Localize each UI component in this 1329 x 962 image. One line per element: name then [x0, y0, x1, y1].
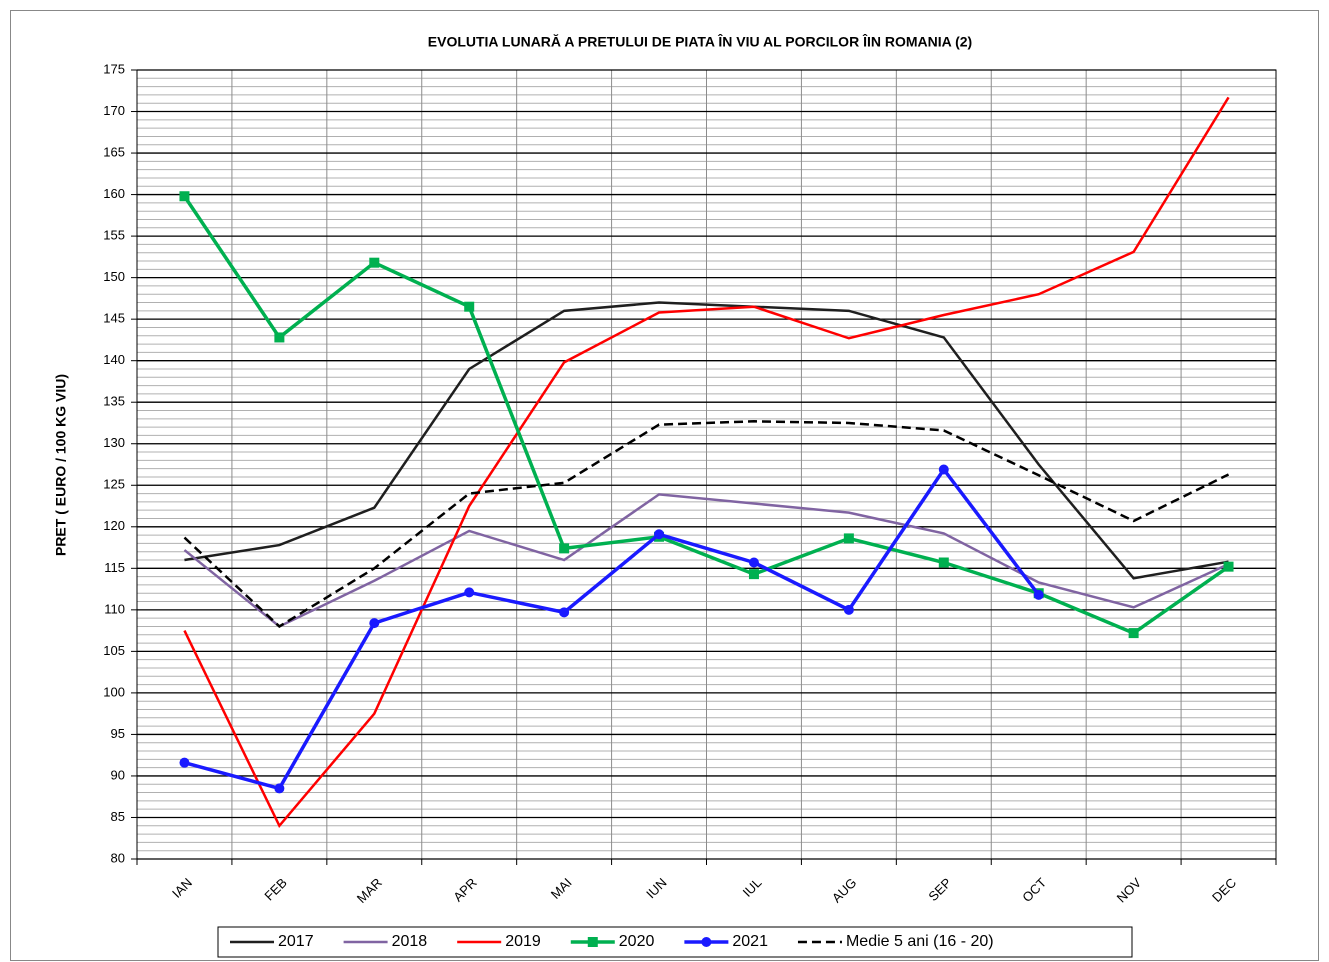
marker	[1033, 589, 1044, 600]
marker	[843, 533, 854, 544]
y-tick-label: 85	[111, 809, 125, 824]
marker	[938, 557, 949, 568]
y-tick-label: 115	[104, 560, 125, 575]
legend-marker	[587, 937, 598, 947]
series-line	[183, 195, 1230, 636]
y-tick-label: 175	[103, 61, 125, 76]
legend-marker	[701, 937, 712, 947]
y-tick-label: 90	[111, 767, 125, 782]
marker	[369, 257, 380, 268]
marker	[559, 543, 570, 554]
y-tick-label: 145	[103, 311, 125, 326]
marker	[274, 332, 285, 343]
series-line	[183, 493, 1230, 628]
y-axis-label: PRET ( EURO / 100 KG VIU)	[53, 374, 69, 556]
marker	[938, 464, 949, 475]
y-tick-label: 150	[103, 269, 125, 284]
y-tick-label: 140	[103, 352, 125, 367]
legend-label: 2018	[392, 933, 428, 950]
marker	[559, 607, 570, 618]
y-tick-label: 105	[103, 643, 125, 658]
y-tick-label: 125	[103, 477, 125, 492]
y-tick-label: 120	[103, 518, 125, 533]
legend-label: 2019	[505, 933, 541, 950]
legend-label: Medie 5 ani (16 - 20)	[846, 933, 994, 950]
y-tick-label: 135	[103, 394, 125, 409]
marker	[179, 191, 190, 202]
y-tick-label: 160	[103, 186, 125, 201]
marker	[843, 604, 854, 615]
legend-label: 2021	[732, 933, 768, 950]
series-line	[184, 301, 1229, 580]
series-line	[183, 466, 1041, 791]
marker	[369, 618, 380, 629]
y-tick-label: 165	[103, 144, 125, 159]
y-tick-label: 95	[111, 726, 125, 741]
y-tick-label: 100	[103, 684, 125, 699]
y-tick-label: 80	[111, 850, 125, 865]
marker	[179, 757, 190, 768]
chart-title: EVOLUTIA LUNARĂ A PRETULUI DE PIATA ÎN V…	[428, 33, 972, 50]
series-line	[183, 420, 1230, 629]
marker	[748, 557, 759, 568]
plot-border	[136, 69, 1277, 860]
y-tick-label: 170	[103, 103, 125, 118]
marker	[654, 529, 665, 540]
y-tick-label: 130	[103, 435, 125, 450]
marker	[748, 569, 759, 580]
y-tick-label: 155	[103, 228, 125, 243]
marker	[1128, 628, 1139, 639]
series-line	[183, 96, 1230, 829]
marker	[274, 783, 285, 794]
marker	[1223, 561, 1234, 572]
legend-label: 2020	[619, 933, 655, 950]
marker	[464, 587, 475, 598]
marker	[464, 301, 475, 312]
y-tick-label: 110	[104, 601, 125, 616]
legend-label: 2017	[278, 933, 314, 950]
